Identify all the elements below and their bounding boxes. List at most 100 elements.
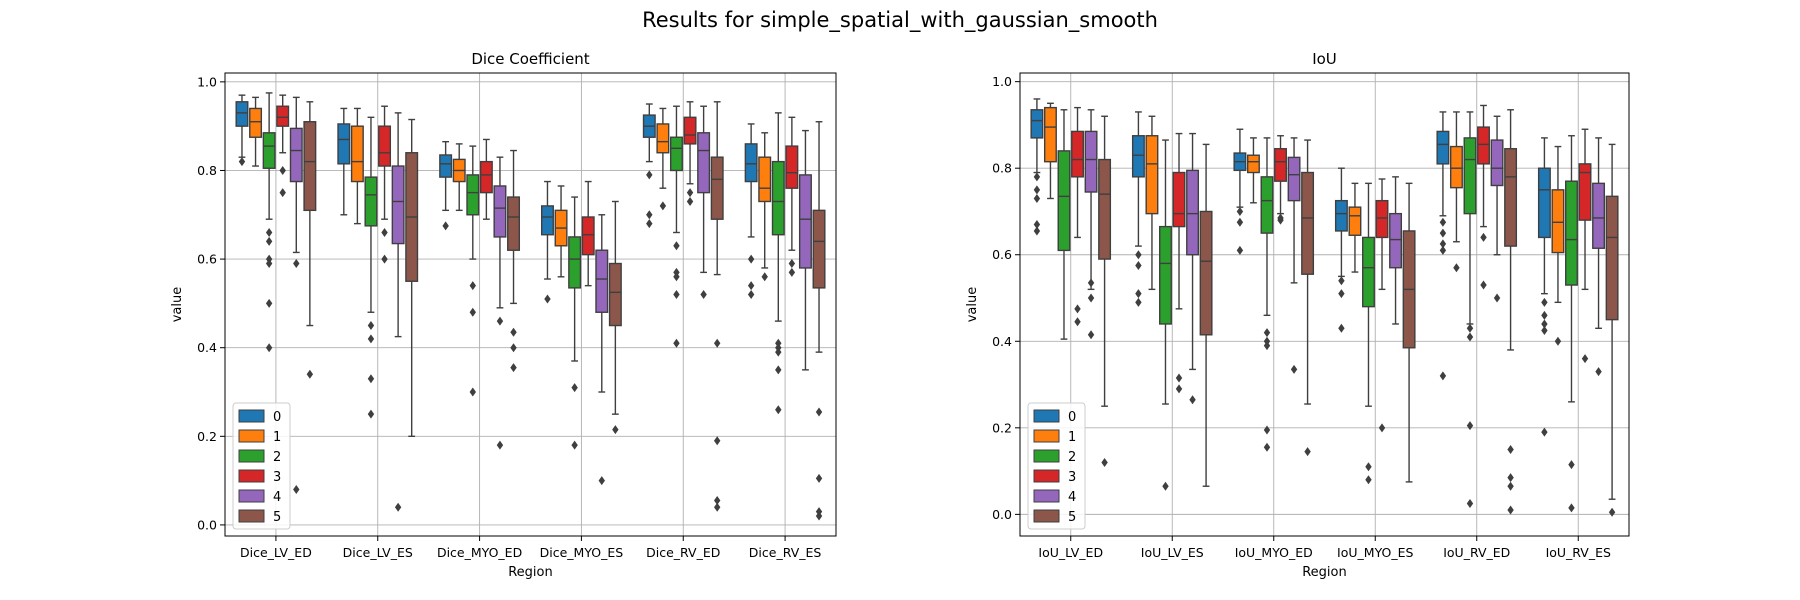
outlier-point — [1541, 427, 1548, 437]
outlier-point — [1236, 217, 1244, 227]
box-iqr — [1463, 137, 1477, 215]
box-iqr — [1098, 158, 1112, 260]
box-0-IoU_MYO_ES — [1334, 167, 1348, 333]
outlier-point — [1554, 336, 1562, 346]
x-tick-label: Dice_LV_ES — [343, 545, 413, 560]
outlier-point — [1135, 250, 1142, 260]
outlier-point — [673, 290, 680, 300]
box-iqr — [1030, 109, 1044, 139]
legend-label: 2 — [273, 450, 281, 465]
outlier-point — [1033, 193, 1041, 203]
outlier-point — [279, 188, 286, 198]
box-iqr — [697, 132, 711, 194]
box-2-IoU_LV_ED — [1057, 109, 1071, 340]
box-iqr — [507, 196, 521, 251]
box-iqr — [276, 105, 290, 127]
box-iqr — [1537, 167, 1551, 239]
y-tick-label: 0.8 — [197, 163, 217, 178]
box-iqr — [744, 143, 758, 183]
outlier-point — [673, 241, 680, 251]
outlier-point — [713, 502, 721, 512]
outlier-point — [496, 316, 504, 326]
box-iqr — [1490, 139, 1504, 187]
outlier-point — [265, 228, 273, 238]
box-iqr — [568, 236, 582, 289]
box-iqr — [1348, 206, 1362, 236]
box-4-IoU_RV_ES — [1592, 137, 1606, 377]
subplot-2: 0.0 0.2 0.4 0.6 0.8 1.0 IoU_LV_ED IoU_LV_ES IoU_… — [965, 50, 1630, 580]
box-0-Dice_RV_ES — [744, 123, 758, 300]
box-1-IoU_LV_ED — [1043, 102, 1057, 200]
outlier-point — [1263, 328, 1271, 338]
outlier-point — [1236, 206, 1244, 216]
box-2-Dice_RV_ED — [669, 105, 683, 348]
outlier-point — [265, 259, 273, 269]
legend-swatch — [238, 509, 265, 523]
outlier-point — [1439, 217, 1447, 227]
outlier-point — [510, 343, 517, 353]
y-tick-label: 0.4 — [197, 340, 217, 355]
box-iqr — [1260, 176, 1274, 234]
box-5-IoU_LV_ES — [1199, 143, 1213, 487]
box-4-Dice_LV_ED — [289, 96, 303, 494]
box-iqr — [1362, 236, 1375, 308]
box-iqr — [1172, 171, 1186, 228]
box-iqr — [710, 156, 724, 220]
legend-label: 5 — [273, 510, 281, 525]
outlier-point — [1033, 226, 1041, 236]
outlier-point — [1087, 293, 1095, 303]
outlier-point — [815, 407, 823, 417]
outlier-point — [367, 374, 375, 384]
box-iqr — [337, 123, 351, 165]
outlier-point — [747, 290, 755, 300]
outlier-point — [1263, 341, 1271, 351]
outlier-point — [1581, 354, 1589, 364]
legend-swatch — [1033, 429, 1060, 443]
box-5-Dice_RV_ES — [812, 121, 826, 521]
outlier-point — [1453, 263, 1460, 273]
box-iqr — [1334, 199, 1348, 232]
box-2-IoU_MYO_ED — [1260, 137, 1274, 452]
box-3-IoU_LV_ES — [1172, 132, 1186, 394]
y-tick-label: 0.8 — [992, 161, 1012, 176]
outlier-point — [1162, 481, 1169, 491]
legend-swatch — [238, 489, 265, 503]
outlier-point — [469, 281, 476, 291]
box-iqr — [1274, 148, 1287, 182]
box-iqr — [1043, 106, 1057, 163]
x-axis-label: Region — [508, 565, 553, 580]
box-iqr — [1565, 180, 1578, 286]
box-3-Dice_RV_ES — [785, 116, 799, 277]
box-iqr — [608, 262, 622, 327]
legend-label: 3 — [273, 470, 281, 485]
box-2-IoU_MYO_ES — [1362, 182, 1375, 485]
outlier-point — [1135, 261, 1142, 271]
outlier-point — [673, 338, 680, 348]
outlier-point — [1466, 421, 1474, 431]
box-4-IoU_RV_ED — [1490, 115, 1504, 303]
legend: 0 1 2 3 4 5 — [232, 402, 291, 530]
box-iqr — [785, 145, 799, 189]
outlier-point — [381, 254, 388, 264]
box-iqr — [249, 107, 263, 138]
box-iqr — [235, 101, 249, 127]
box-iqr — [493, 185, 507, 238]
outlier-point — [1175, 384, 1183, 394]
outlier-point — [293, 259, 300, 269]
y-tick-label: 0.0 — [197, 517, 217, 532]
box-3-IoU_RV_ED — [1477, 104, 1490, 290]
box-iqr — [303, 121, 317, 212]
outlier-point — [646, 170, 653, 180]
outlier-point — [1175, 373, 1183, 383]
outlier-point — [1290, 364, 1298, 374]
outlier-point — [1338, 323, 1345, 333]
outlier-point — [1507, 481, 1514, 491]
outlier-point — [686, 196, 694, 206]
legend-swatch — [238, 449, 265, 463]
x-tick-label: IoU_LV_ED — [1038, 545, 1103, 560]
box-iqr — [391, 165, 405, 245]
box-4-Dice_RV_ES — [798, 129, 812, 371]
box-1-IoU_LV_ES — [1145, 115, 1159, 291]
box-iqr — [439, 154, 453, 178]
outlier-point — [1507, 444, 1514, 454]
